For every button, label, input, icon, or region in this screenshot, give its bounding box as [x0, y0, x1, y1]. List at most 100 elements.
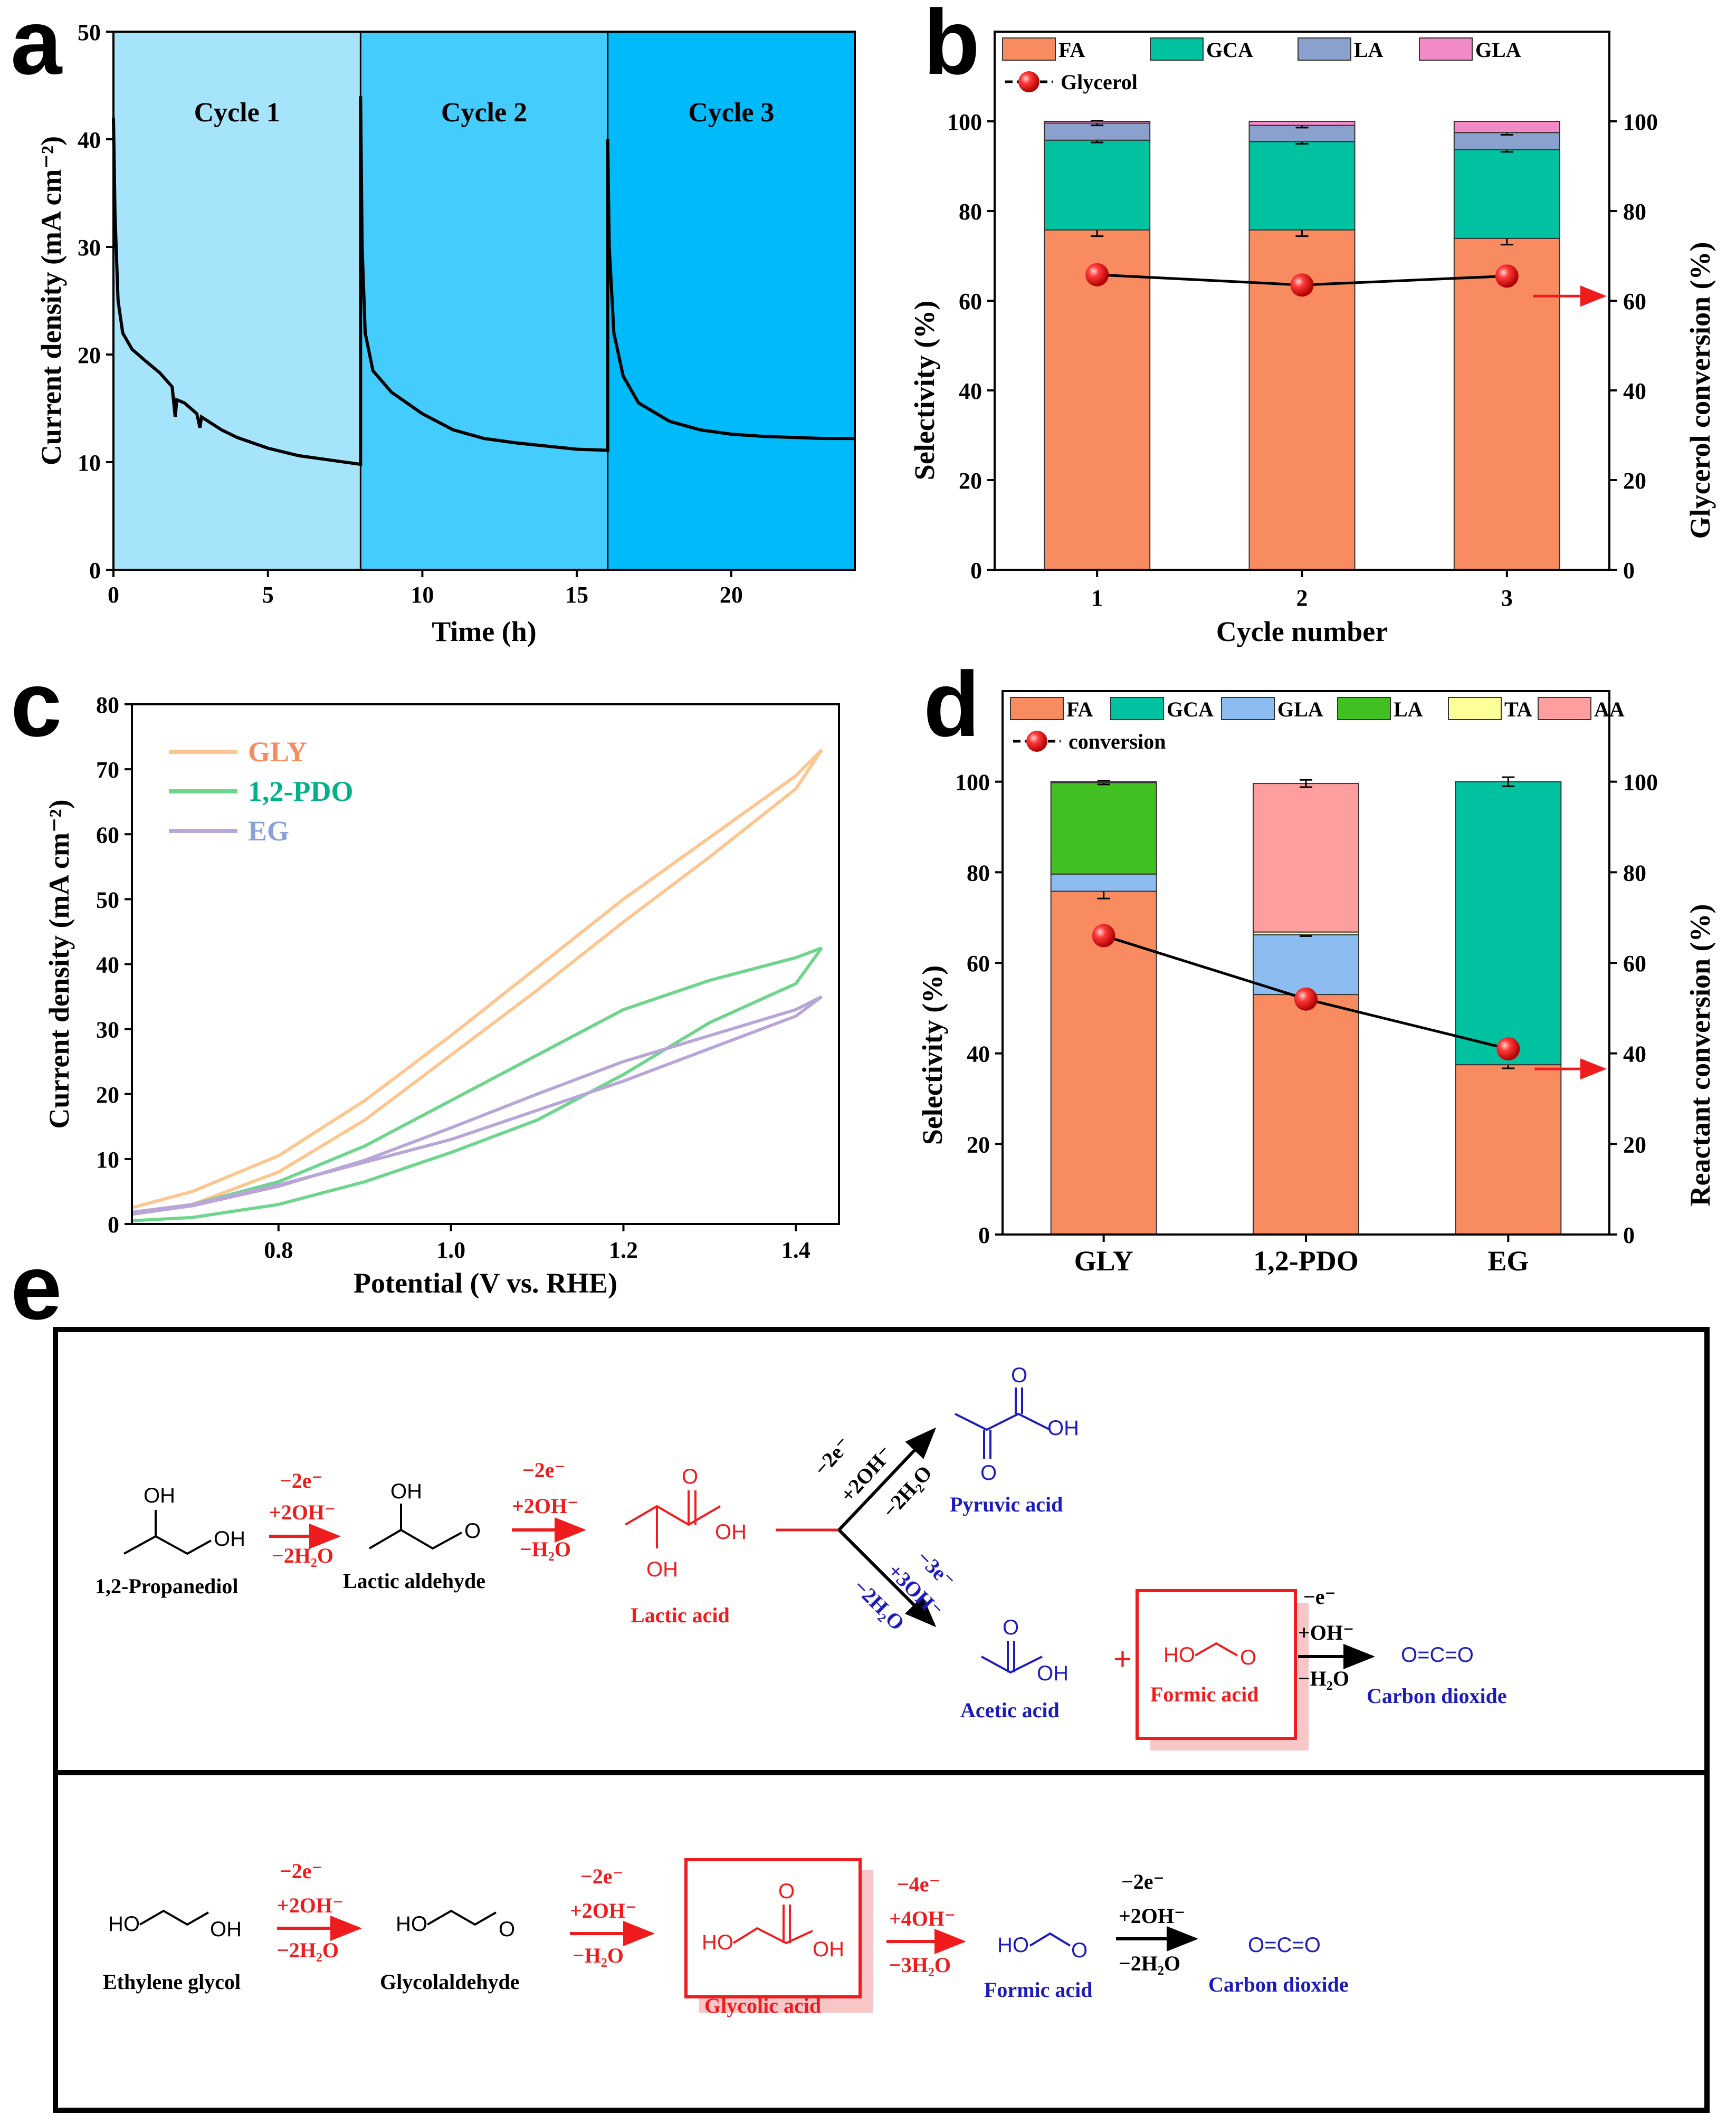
y-tick-label-right: 100 [1623, 109, 1658, 135]
conversion-marker [1290, 273, 1314, 297]
x-axis-label-c: Potential (V vs. RHE) [354, 1267, 617, 1299]
cycle-region-2 [360, 32, 608, 570]
legend-marker [1026, 731, 1047, 752]
name-pyruvic-acid: Pyruvic acid [950, 1492, 1063, 1516]
y-tick-label-left: 100 [947, 109, 982, 135]
cond-r2-1-a: −2e⁻ [280, 1859, 323, 1883]
lactic-aldehyde-structure [368, 1504, 462, 1550]
y-tick-label-c: 0 [108, 1212, 119, 1238]
cv-backward-1,2-PDO [131, 946, 823, 1222]
y-axis-label-right: Glycerol conversion (%) [1684, 242, 1716, 539]
y-tick-label-a: 10 [78, 450, 101, 476]
legend-swatch-AA [1538, 697, 1591, 720]
y-tick-label-c: 70 [96, 757, 119, 783]
formic1-ho: HO [1163, 1643, 1195, 1667]
propanediol-structure [123, 1510, 212, 1555]
formic1-bond [1195, 1642, 1238, 1657]
reaction-scheme: OH OH 1,2-Propanediol −2e⁻ +2OH⁻ −2H₂O O… [53, 1327, 1710, 2113]
cond-r2-4-b: +2OH⁻ [1119, 1904, 1185, 1928]
legend-swatch-GCA [1150, 37, 1204, 61]
plot-frame-a [112, 31, 856, 571]
y-tick-label-left: 40 [959, 378, 982, 404]
y-tick-label-c: 30 [96, 1017, 119, 1043]
y-tick-label-left: 80 [959, 199, 982, 225]
cv-backward-EG [131, 995, 823, 1214]
legend-label-GLA: GLA [1475, 38, 1521, 62]
y-tick-label-c: 50 [96, 887, 119, 913]
legend-swatch-FA [1010, 697, 1064, 720]
y-tick-label-right: 20 [1623, 1132, 1646, 1157]
gald-o: O [499, 1918, 515, 1941]
y-tick-label-left: 20 [959, 468, 982, 494]
co2-formula-2: O=C=O [1248, 1934, 1321, 1957]
conversion-marker [1294, 987, 1318, 1011]
eg-bonds [139, 1909, 209, 1926]
glycolic-o: O [778, 1880, 795, 1903]
chart-c: GLY 1,2-PDO EG 0.8 1.0 1.2 1.4 0 10 20 30 40 50 60 70 8… [43, 692, 840, 1299]
legend-label-FA: FA [1058, 38, 1085, 62]
panel-label-c: c [11, 653, 62, 756]
propanediol-oh2: OH [214, 1527, 245, 1551]
lactic-acid-oh1: OH [715, 1520, 747, 1544]
chart-b: 0 0 20 20 40 40 60 60 80 80 100 100 1 2 3 Cycle number S… [909, 31, 1716, 647]
glycolic-bonds [732, 1905, 813, 1945]
bar-FA-EG [1455, 1064, 1562, 1235]
bar-GLA-3 [1453, 121, 1560, 133]
cond-co2-a: −e⁻ [1303, 1585, 1336, 1609]
cond-up-c: −2H₂O [877, 1461, 937, 1523]
bar-GLA-1 [1044, 121, 1151, 124]
current-trace [112, 96, 855, 466]
lactic-aldehyde-o: O [464, 1519, 481, 1543]
y-tick-label-right: 60 [1623, 289, 1646, 314]
name-ethylene-glycol: Ethylene glycol [103, 1970, 241, 1994]
y-tick-label-right: 80 [1623, 860, 1646, 886]
pyruvic-oh: OH [1047, 1417, 1079, 1440]
y-tick-label-left: 60 [967, 951, 990, 977]
pyruvic-o2: O [980, 1461, 997, 1485]
eg-ho: HO [108, 1912, 140, 1936]
y-tick-label-c: 10 [96, 1147, 119, 1173]
plus-sign: + [1113, 1641, 1132, 1677]
bar-GLA-GLY [1050, 873, 1157, 892]
legend-marker [1018, 71, 1039, 92]
formic2-o: O [1071, 1939, 1088, 1962]
x-tick-label-a: 0 [108, 582, 119, 608]
y-tick-label-a: 20 [78, 342, 101, 368]
bar-LA-GLY [1050, 782, 1157, 875]
x-tick-label: 1,2-PDO [1253, 1245, 1358, 1277]
bar-TA-GLY [1050, 781, 1157, 783]
x-tick-label-a: 20 [720, 582, 743, 608]
x-tick-label-c: 0.8 [264, 1237, 293, 1263]
cond-r2-2-c: −H₂O [573, 1944, 624, 1967]
y-axis-label-left: Selectivity (%) [917, 965, 948, 1145]
name-carbon-dioxide-2: Carbon dioxide [1208, 1973, 1349, 1996]
y-tick-label-right: 0 [1623, 1222, 1635, 1248]
acetic-oh: OH [1037, 1662, 1069, 1685]
lactic-acid-oh2: OH [646, 1558, 678, 1581]
x-axis-label-a: Time (h) [432, 616, 537, 647]
y-tick-label-right: 100 [1623, 770, 1658, 796]
legend-label-GCA: GCA [1206, 38, 1253, 62]
legend-swatch-LA [1337, 697, 1391, 720]
glycolic-box [684, 1858, 862, 1998]
bar-GCA-2 [1248, 141, 1356, 231]
plot-frame-c [131, 703, 840, 1225]
conversion-marker [1085, 263, 1109, 286]
legend-swatch-FA [1002, 37, 1056, 61]
arrow-to-acetic [837, 1528, 937, 1628]
panel-label-d: d [923, 653, 980, 756]
legend-label-GLY: GLY [248, 736, 307, 768]
cond-up-a: −2e⁻ [809, 1432, 855, 1480]
y-tick-label-right: 40 [1623, 378, 1646, 404]
bar-FA-1 [1044, 229, 1151, 570]
bar-AA-1,2-PDO [1253, 783, 1359, 933]
y-tick-label-a: 0 [89, 558, 101, 583]
y-tick-label-left: 80 [967, 860, 990, 886]
cond-r2-1-c: −2H₂O [277, 1938, 339, 1962]
cond-r1-2-c: −H₂O [520, 1537, 571, 1561]
x-tick-label-c: 1.2 [609, 1237, 638, 1263]
cond-r2-4-c: −2H₂O [1119, 1951, 1180, 1975]
bar-FA-GLY [1050, 891, 1157, 1235]
x-tick-label-c: 1.0 [436, 1237, 465, 1263]
